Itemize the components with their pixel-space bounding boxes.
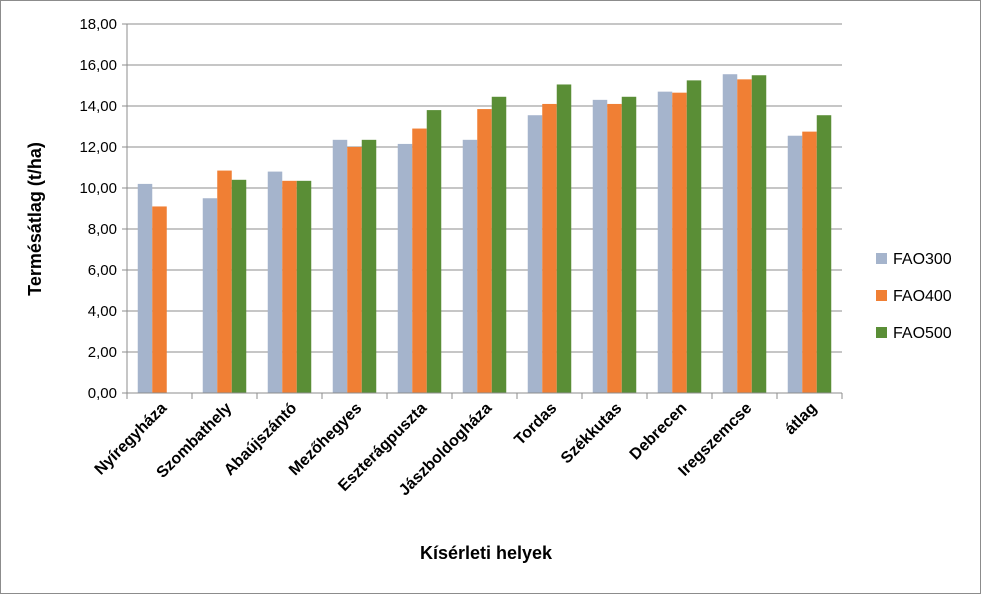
bar-fao500-2 — [231, 179, 247, 393]
legend-swatch-fao500 — [876, 327, 887, 338]
bar-fao300-2 — [202, 198, 218, 393]
bar-fao300-8 — [592, 99, 608, 393]
bar-fao400-11 — [802, 131, 817, 393]
x-tick-label: Debrecen — [627, 400, 691, 464]
bar-fao300-6 — [462, 139, 478, 393]
y-tick-label: 6,00 — [88, 262, 117, 279]
bar-fao300-1 — [137, 183, 153, 393]
y-tick-label: 12,00 — [79, 139, 117, 156]
bars — [137, 74, 832, 394]
bar-fao500-3 — [296, 180, 312, 393]
y-tick-label: 10,00 — [79, 180, 117, 197]
legend-label-fao500: FAO500 — [893, 325, 952, 342]
bar-fao300-9 — [657, 91, 673, 394]
bar-fao400-6 — [477, 109, 492, 393]
x-axis-ticks: NyíregyházaSzombathelyAbaújszántóMezőheg… — [92, 393, 843, 499]
bar-fao400-10 — [737, 79, 752, 393]
bar-fao400-1 — [152, 206, 167, 393]
legend-label-fao300: FAO300 — [893, 251, 952, 268]
bar-fao300-5 — [397, 143, 413, 393]
bar-fao500-9 — [686, 80, 702, 393]
bar-fao500-8 — [621, 96, 637, 394]
bar-fao400-8 — [607, 103, 622, 393]
bar-fao300-11 — [787, 135, 803, 393]
bar-fao400-3 — [282, 180, 297, 393]
bar-fao300-10 — [722, 74, 738, 393]
x-tick-label: Tordas — [511, 400, 560, 449]
x-tick-label: átlag — [782, 400, 820, 438]
bar-fao500-6 — [491, 96, 507, 394]
legend-label-fao400: FAO400 — [893, 288, 952, 305]
y-tick-label: 2,00 — [88, 344, 117, 361]
y-tick-label: 8,00 — [88, 221, 117, 238]
y-tick-label: 16,00 — [79, 57, 117, 74]
bar-fao300-3 — [267, 171, 283, 393]
y-tick-label: 4,00 — [88, 303, 117, 320]
bar-fao400-7 — [542, 103, 557, 393]
legend-swatch-fao300 — [876, 253, 887, 264]
bar-fao500-5 — [426, 110, 442, 393]
bar-fao400-9 — [672, 92, 687, 394]
x-tick-label: Székkutas — [558, 400, 625, 467]
legend: FAO300 FAO400 FAO500 — [876, 251, 952, 342]
y-tick-label: 0,00 — [88, 385, 117, 402]
bar-fao300-4 — [332, 139, 348, 393]
bar-fao400-5 — [412, 128, 427, 394]
y-tick-label: 18,00 — [79, 16, 117, 33]
bar-fao500-10 — [751, 75, 767, 393]
bar-fao500-4 — [361, 139, 377, 393]
bar-fao400-2 — [217, 170, 232, 393]
bar-fao500-7 — [556, 84, 572, 393]
legend-swatch-fao400 — [876, 290, 887, 301]
axes — [126, 24, 842, 394]
bar-fao400-4 — [347, 147, 362, 393]
bar-fao500-11 — [816, 115, 832, 393]
bar-fao300-7 — [527, 115, 543, 393]
y-axis-title: Termésátlag (t/ha) — [25, 142, 45, 296]
x-axis-title: Kísérleti helyek — [420, 543, 553, 563]
y-tick-label: 14,00 — [79, 98, 117, 115]
y-axis-ticks: 0,00 2,00 4,00 6,00 8,00 10,00 12,00 14,00 16,00… — [79, 16, 127, 402]
